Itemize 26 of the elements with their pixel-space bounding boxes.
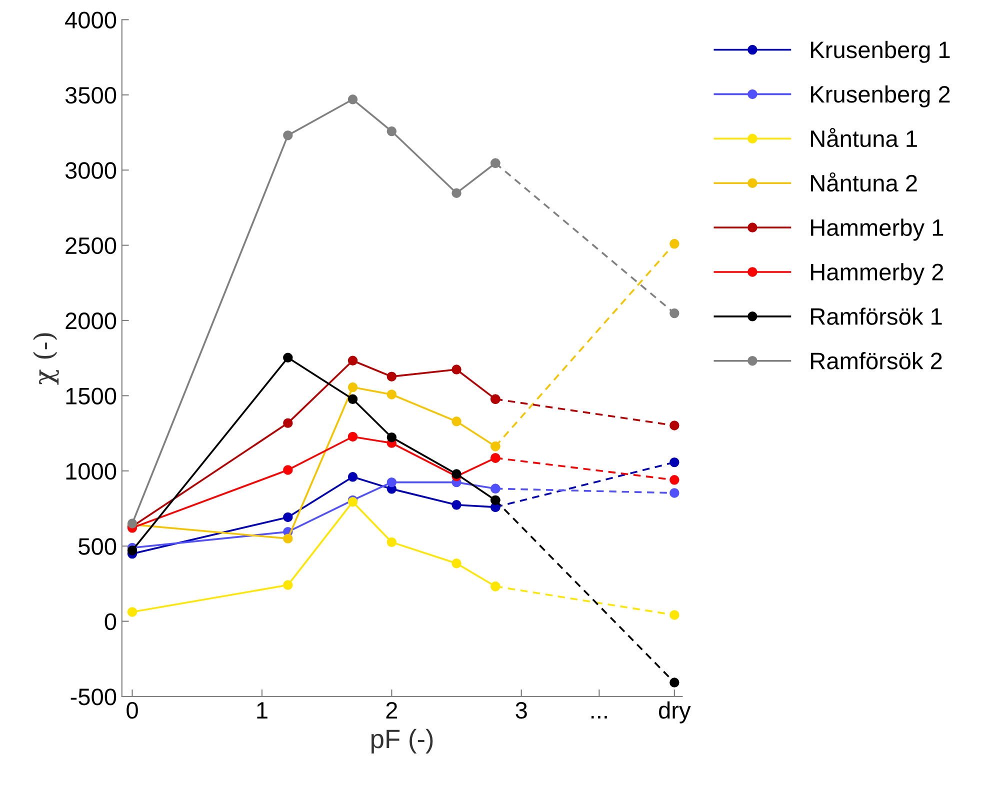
legend-label: Hammerby 2 [811, 263, 944, 286]
x-tick-label: 2 [386, 702, 398, 718]
x-axis-title: pF (-) [372, 728, 433, 754]
y-tick-label: 2500 [66, 237, 116, 254]
x-tick-label: 0 [126, 702, 138, 719]
y-axis-title: χ (-) [33, 333, 59, 385]
legend-label: Hammerby 1 [811, 218, 944, 241]
legend-label: Krusenberg 2 [811, 85, 950, 108]
y-tick-label: 2000 [66, 312, 116, 330]
legend-label: Krusenberg 1 [811, 40, 950, 63]
x-tick-label: 1 [257, 702, 268, 718]
x-tick-label: 3 [516, 702, 527, 719]
y-tick-label: 500 [78, 538, 116, 555]
y-tick-label: 1000 [66, 462, 116, 480]
y-tick-label: -500 [70, 688, 116, 706]
legend-label: Ramförsök 1 [811, 308, 942, 325]
legend-label: Ramförsök 2 [811, 352, 942, 370]
legend-label: Nåntuna 1 [811, 128, 917, 148]
x-tick-label: dry [659, 701, 691, 724]
y-tick-label: 0 [104, 613, 116, 630]
y-tick-label: 3500 [65, 86, 116, 104]
x-tick-label: ... [592, 716, 607, 718]
y-tick-label: 4000 [65, 12, 116, 28]
y-tick-label: 3000 [65, 162, 116, 179]
y-tick-label: 1500 [66, 388, 116, 404]
legend-label: Nåntuna 2 [811, 172, 917, 192]
